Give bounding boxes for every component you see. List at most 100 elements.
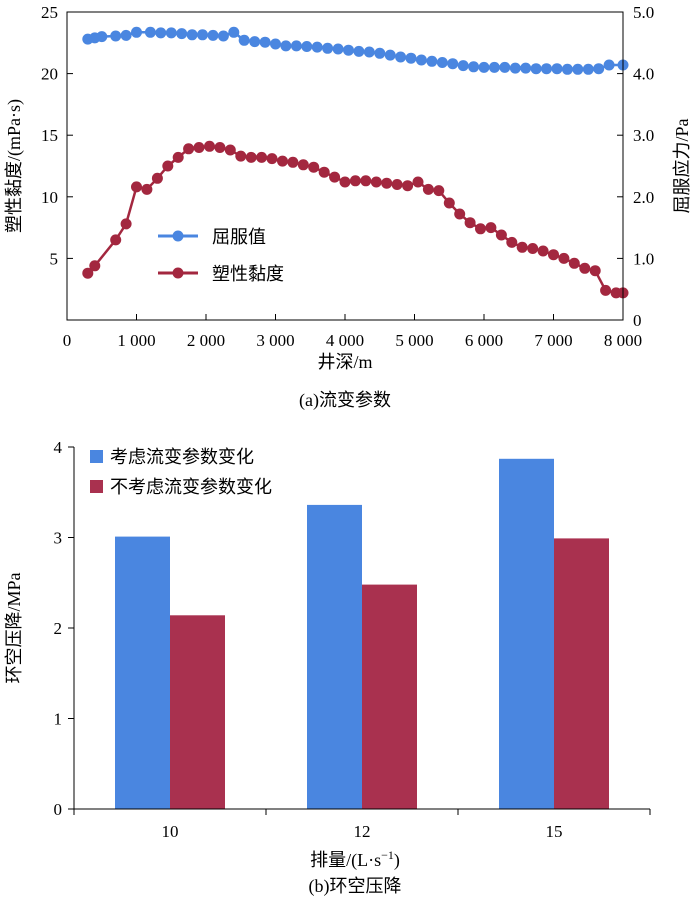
rheology-left-y-tick-label: 20 — [41, 65, 58, 84]
data-point-viscosity — [131, 181, 142, 193]
rheology-right-y-tick-label: 4.0 — [633, 65, 654, 84]
data-point-viscosity — [391, 179, 403, 190]
data-point-viscosity — [360, 175, 372, 187]
legend-marker-viscosity — [172, 267, 184, 279]
data-point-yield — [530, 63, 542, 75]
data-point-viscosity — [172, 151, 184, 163]
legend-marker-yield — [172, 230, 184, 242]
rheology-left-y-tick-label: 5 — [50, 249, 59, 268]
data-point-viscosity — [193, 142, 205, 153]
data-point-yield — [384, 49, 396, 61]
data-point-yield — [415, 54, 427, 66]
data-point-yield — [259, 36, 271, 48]
legend-label-without-variation: 不考虑流变参数变化 — [110, 477, 272, 497]
data-point-viscosity — [568, 257, 580, 269]
bar-without-variation — [362, 584, 417, 809]
data-point-viscosity — [527, 243, 539, 254]
data-point-viscosity — [443, 197, 455, 209]
data-point-viscosity — [495, 229, 507, 241]
data-point-yield — [593, 63, 605, 75]
data-point-yield — [144, 26, 156, 38]
rheology-chart: 0 1 000 2 000 3 000 4 000 5 000 6 000 7 000 8 00… — [4, 3, 692, 411]
data-point-yield — [405, 52, 417, 64]
data-point-yield — [488, 61, 500, 73]
data-point-viscosity — [579, 262, 591, 274]
data-point-viscosity — [412, 176, 424, 188]
data-point-viscosity — [370, 176, 382, 188]
data-point-yield — [520, 62, 532, 74]
data-point-viscosity — [422, 183, 434, 195]
rheology-left-y-tick-label: 25 — [41, 3, 58, 22]
data-point-yield — [96, 31, 108, 43]
data-point-viscosity — [537, 245, 549, 257]
data-point-yield — [165, 27, 177, 39]
data-point-yield — [270, 38, 281, 50]
data-point-viscosity — [256, 151, 268, 163]
data-point-yield — [374, 47, 386, 59]
data-point-yield — [551, 63, 563, 75]
rheology-right-y-tick-label: 5.0 — [633, 3, 654, 22]
pressure-drop-y-tick-label: 2 — [54, 619, 63, 638]
rheology-left-axis-title: 塑性黏度/(mPa·s) — [4, 99, 25, 233]
rheology-right-y-tick-label: 3.0 — [633, 126, 654, 145]
data-point-viscosity — [464, 217, 476, 229]
data-point-viscosity — [485, 222, 497, 234]
rheology-right-y-tick-label: 0 — [633, 311, 642, 330]
data-point-viscosity — [277, 155, 288, 167]
data-point-yield — [332, 43, 344, 55]
rheology-right-axis-title: 屈服应力/Pa — [672, 118, 692, 213]
rheology-left-y-tick-label: 15 — [41, 126, 58, 145]
rheology-x-tick-label: 3 000 — [256, 331, 294, 350]
pressure-drop-x-axis-title: 排量/(L·s−1) — [310, 848, 400, 871]
data-point-viscosity — [558, 252, 570, 264]
rheology-x-axis-title: 井深/m — [317, 352, 372, 372]
data-point-yield — [582, 63, 594, 75]
data-point-yield — [499, 61, 511, 73]
data-point-viscosity — [329, 171, 341, 183]
data-point-viscosity — [110, 234, 122, 246]
data-point-viscosity — [297, 159, 309, 171]
data-point-yield — [426, 55, 438, 67]
bar-with-variation — [499, 458, 554, 809]
data-point-viscosity — [548, 249, 559, 261]
data-point-viscosity — [381, 177, 393, 189]
x-axis-title-end: ) — [394, 850, 400, 871]
rheology-x-tick-label: 4 000 — [326, 331, 364, 350]
data-point-viscosity — [151, 172, 163, 184]
pressure-drop-caption: (b)环空压降 — [309, 876, 402, 897]
data-point-yield — [197, 29, 208, 41]
data-point-viscosity — [214, 142, 226, 153]
pressure-drop-category-label: 10 — [162, 822, 179, 841]
rheology-right-y-tick-label: 1.0 — [633, 249, 654, 268]
legend-label-viscosity: 塑性黏度 — [212, 264, 284, 284]
data-point-yield — [131, 26, 142, 38]
data-point-viscosity — [349, 175, 361, 187]
data-point-yield — [436, 57, 448, 68]
data-point-viscosity — [506, 236, 518, 248]
data-point-yield — [176, 28, 188, 40]
data-point-yield — [155, 27, 167, 39]
data-point-yield — [353, 45, 365, 57]
pressure-drop-legend: 考虑流变参数变化 不考虑流变参数变化 — [90, 447, 272, 497]
data-point-yield — [228, 26, 240, 38]
pressure-drop-y-tick-label: 0 — [54, 800, 63, 819]
data-point-yield — [457, 60, 469, 72]
data-point-yield — [249, 36, 261, 48]
data-point-yield — [280, 40, 292, 52]
data-point-yield — [509, 62, 521, 74]
legend-swatch-without-variation — [90, 480, 103, 493]
data-point-viscosity — [339, 176, 351, 188]
data-point-viscosity — [475, 223, 486, 235]
data-point-yield — [120, 29, 132, 41]
bar-with-variation — [115, 536, 170, 809]
rheology-legend: 屈服值 塑性黏度 — [158, 227, 284, 284]
data-point-yield — [217, 30, 229, 42]
pressure-drop-y-axis-title: 环空压降/MPa — [4, 572, 24, 683]
pressure-drop-bars — [115, 458, 609, 809]
data-point-viscosity — [589, 265, 601, 277]
pressure-drop-y-tick-label: 4 — [54, 438, 63, 457]
legend-label-with-variation: 考虑流变参数变化 — [110, 447, 254, 467]
data-point-yield — [311, 41, 323, 53]
